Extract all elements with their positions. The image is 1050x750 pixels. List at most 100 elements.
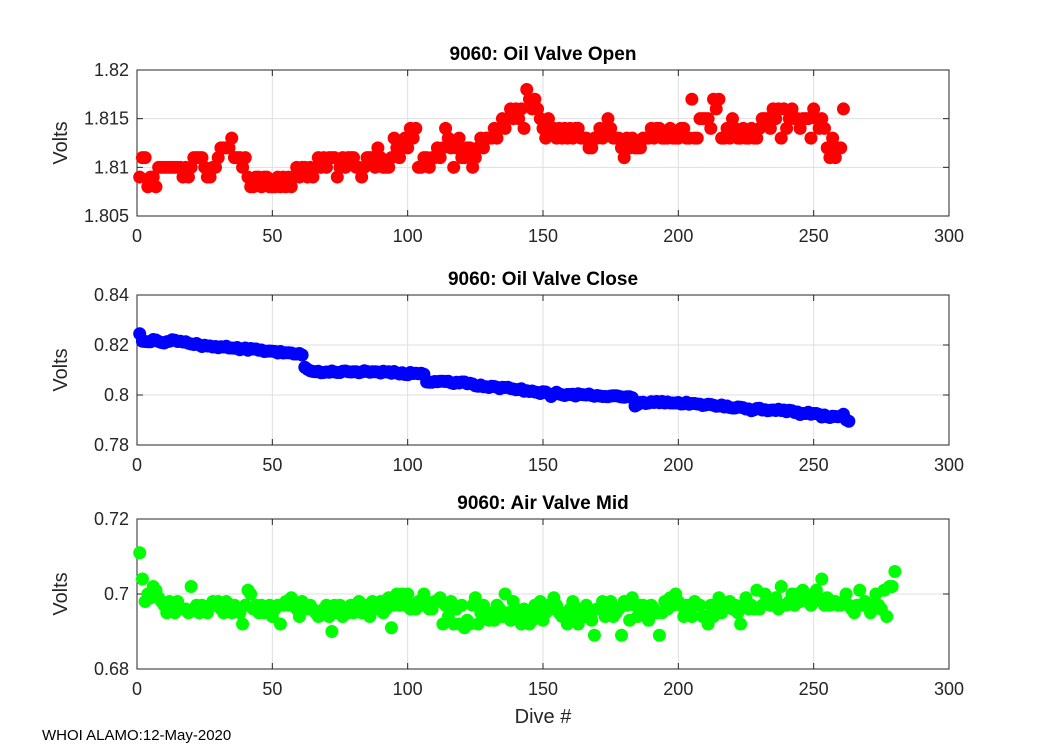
data-point xyxy=(663,121,677,135)
y-tick-label: 0.8 xyxy=(104,385,129,405)
data-point xyxy=(520,82,534,96)
data-point xyxy=(433,151,447,165)
data-point xyxy=(133,170,147,184)
data-point xyxy=(382,160,396,174)
data-point xyxy=(753,121,767,135)
data-point xyxy=(677,121,691,135)
data-point xyxy=(652,628,666,642)
data-point xyxy=(774,580,788,593)
data-point xyxy=(690,131,704,145)
data-point xyxy=(135,572,149,586)
data-point xyxy=(826,131,840,145)
data-point xyxy=(725,112,739,126)
data-point xyxy=(338,160,352,174)
x-tick-label: 50 xyxy=(262,455,282,475)
x-tick-label: 200 xyxy=(663,226,693,246)
data-point xyxy=(712,92,726,106)
data-point xyxy=(476,141,490,155)
data-point xyxy=(401,141,415,155)
data-point xyxy=(734,617,748,631)
data-point xyxy=(393,151,407,165)
data-point xyxy=(273,617,287,631)
subplot-3: 0 50 100 150 200 250 300 0.68 0.7 0.72 9060: Air V… xyxy=(50,493,964,728)
data-point xyxy=(133,546,147,560)
x-tick-label: 300 xyxy=(934,226,964,246)
footer-stamp: WHOI ALAMO:12-May-2020 xyxy=(42,727,232,744)
y-tick-label: 1.81 xyxy=(94,157,129,177)
data-point xyxy=(409,121,423,135)
x-tick-label: 50 xyxy=(262,226,282,246)
data-point xyxy=(701,112,715,126)
data-point xyxy=(885,580,899,593)
data-point xyxy=(685,92,699,106)
data-point xyxy=(236,617,250,631)
x-tick-label: 150 xyxy=(528,455,558,475)
data-point xyxy=(455,598,469,612)
y-tick-label: 0.68 xyxy=(94,659,129,679)
data-point xyxy=(769,112,783,126)
data-point xyxy=(836,102,850,116)
data-point xyxy=(750,131,764,145)
data-point xyxy=(853,583,867,597)
data-point xyxy=(146,170,160,184)
data-point xyxy=(449,141,463,155)
data-point xyxy=(225,131,239,145)
subplot-1: 0 50 100 150 200 250 300 1.805 1.81 1.815 1.82 9060… xyxy=(50,44,964,246)
y-axis-label: Volts xyxy=(50,121,72,164)
data-point xyxy=(330,170,344,184)
y-tick-label: 1.82 xyxy=(94,60,129,80)
x-tick-label: 200 xyxy=(663,679,693,699)
data-point xyxy=(579,598,593,612)
y-tick-label: 0.84 xyxy=(94,285,129,305)
y-tick-label: 1.805 xyxy=(84,206,129,226)
data-point xyxy=(374,151,388,165)
data-point xyxy=(780,121,794,135)
data-series xyxy=(133,327,856,428)
data-point xyxy=(571,121,585,135)
y-tick-label: 1.815 xyxy=(84,109,129,129)
data-point xyxy=(531,102,545,116)
y-tick-label: 0.72 xyxy=(94,509,129,529)
data-point xyxy=(633,141,647,155)
data-point xyxy=(652,121,666,135)
data-point xyxy=(617,151,631,165)
data-point xyxy=(458,151,472,165)
data-point xyxy=(834,141,848,155)
x-tick-label: 300 xyxy=(934,679,964,699)
data-point xyxy=(604,121,618,135)
data-point xyxy=(347,151,361,165)
data-point xyxy=(585,141,599,155)
data-point xyxy=(284,180,298,194)
data-point xyxy=(704,121,718,135)
data-point xyxy=(785,102,799,116)
data-series xyxy=(133,546,902,642)
data-point xyxy=(236,160,250,174)
subplot-2: 0 50 100 150 200 250 300 0.78 0.8 0.82 0.84 9060: O… xyxy=(50,269,964,475)
x-tick-label: 50 xyxy=(262,679,282,699)
x-tick-label: 250 xyxy=(799,679,829,699)
x-tick-label: 100 xyxy=(393,226,423,246)
data-point xyxy=(452,131,466,145)
data-point xyxy=(406,131,420,145)
data-point xyxy=(325,625,339,638)
x-tick-label: 0 xyxy=(132,679,142,699)
x-tick-label: 150 xyxy=(528,226,558,246)
y-tick-label: 0.7 xyxy=(104,584,129,604)
data-point xyxy=(295,348,309,362)
data-point xyxy=(181,170,195,184)
y-tick-label: 0.78 xyxy=(94,435,129,455)
x-tick-label: 0 xyxy=(132,455,142,475)
data-point xyxy=(371,141,385,155)
data-point xyxy=(614,628,628,642)
data-point xyxy=(793,121,807,135)
data-point xyxy=(355,170,369,184)
data-point xyxy=(238,151,252,165)
data-point xyxy=(815,572,829,586)
data-point xyxy=(138,151,152,165)
data-point xyxy=(222,141,236,155)
y-axis-label: Volts xyxy=(50,348,72,391)
data-point xyxy=(203,170,217,184)
data-point xyxy=(585,613,599,627)
data-point xyxy=(596,131,610,145)
data-point xyxy=(817,121,831,135)
